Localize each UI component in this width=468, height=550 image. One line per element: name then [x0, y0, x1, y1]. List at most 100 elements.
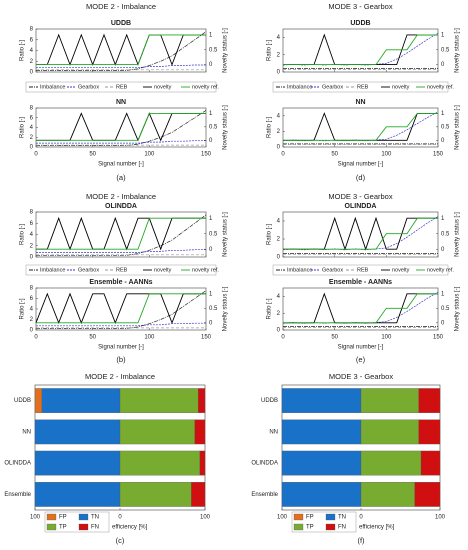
legend-label: TP — [306, 525, 314, 531]
x-tick-label: 100 — [381, 335, 392, 341]
panel-title: MODE 2 - Imbalance — [86, 2, 156, 11]
y-tick-label: 4 — [277, 35, 281, 41]
legend-label: FN — [91, 525, 99, 531]
y2-axis-label: Novelty status [-] — [223, 28, 229, 73]
x-axis-label: Signal number [-] — [338, 162, 384, 168]
series-line — [283, 34, 438, 66]
y2-tick-label: 0.5 — [209, 124, 218, 130]
legend-box — [25, 81, 217, 93]
panel-title: MODE 3 - Gearbox — [328, 192, 392, 201]
bar-segment — [418, 388, 441, 413]
legend-label: REB — [357, 267, 369, 273]
y-tick-label: 2 — [30, 135, 34, 141]
y2-tick-label: 1 — [209, 33, 213, 39]
panel-caption: (d) — [356, 173, 366, 182]
x-tick-label: 50 — [331, 152, 338, 158]
y2-tick-label: 0 — [441, 62, 445, 68]
chart-caption: (f) — [357, 536, 365, 545]
y-tick-label: 2 — [277, 52, 281, 58]
y-axis-label: Ratio [-] — [267, 117, 273, 138]
x-tick-label: 100 — [435, 515, 446, 521]
y2-tick-label: 0.5 — [441, 231, 450, 237]
y2-tick-label: 0 — [441, 320, 445, 326]
y2-tick-label: 1 — [441, 291, 445, 297]
bar-segment — [34, 388, 42, 413]
legend-box — [291, 511, 357, 533]
y-tick-label: 4 — [30, 232, 34, 238]
category-label: UDDB — [261, 398, 278, 404]
y-tick-label: 4 — [30, 125, 34, 131]
legend-swatch — [293, 513, 304, 521]
legend-label: TN — [338, 515, 346, 521]
x-tick-label: 50 — [89, 152, 96, 158]
x-tick-label: 0 — [281, 152, 285, 158]
y-tick-label: 8 — [30, 286, 34, 292]
y-tick-label: 0 — [30, 70, 34, 76]
legend-box — [25, 264, 217, 276]
legend-label: TN — [91, 515, 99, 521]
y2-tick-label: 0 — [209, 62, 213, 68]
x-tick-label: 0 — [118, 515, 122, 521]
y-tick-label: 2 — [30, 243, 34, 249]
subplot-title: NN — [116, 99, 126, 106]
y-tick-label: 4 — [277, 113, 281, 119]
x-tick-label: 100 — [144, 335, 155, 341]
subplot-title: Ensemble - AANNs — [329, 279, 392, 286]
y2-tick-label: 0.5 — [441, 124, 450, 130]
bar-segment — [199, 450, 206, 476]
series-line — [36, 64, 206, 69]
x-tick-label: 100 — [200, 515, 211, 521]
bar-segment — [420, 450, 441, 476]
y-tick-label: 2 — [277, 237, 281, 243]
x-tick-label: 0 — [281, 335, 285, 341]
series-line — [36, 322, 206, 327]
series-line — [36, 31, 207, 71]
legend-label: Gearbox — [78, 84, 99, 90]
panel-title: MODE 3 - Gearbox — [328, 2, 392, 11]
subplot-title: Ensemble - AANNs — [89, 279, 152, 286]
bar-segment — [360, 482, 415, 507]
legend-box — [272, 264, 449, 276]
legend-label: REB — [116, 84, 128, 90]
bar-segment — [281, 388, 362, 413]
category-label: Ensemble — [251, 492, 278, 498]
subplot-title: OLINDDA — [345, 203, 377, 210]
series-line — [36, 34, 206, 66]
legend-label: Imbalance — [40, 267, 65, 273]
y-tick-label: 8 — [30, 210, 34, 216]
legend-label: novelty — [392, 267, 410, 273]
bar-segment — [281, 482, 362, 507]
y2-axis-label: Novelty status [-] — [223, 286, 229, 331]
series-line — [36, 110, 207, 146]
category-label: OLINDDA — [251, 461, 278, 467]
chart-title: MODE 3 - Gearbox — [329, 372, 393, 381]
bar-segment — [281, 419, 362, 445]
x-axis-label: Signal number [-] — [98, 162, 144, 168]
series-line — [283, 112, 438, 141]
x-tick-label: 100 — [30, 515, 41, 521]
legend-swatch — [46, 523, 57, 531]
bar-segment — [34, 419, 121, 445]
y2-axis-label: Novelty status [-] — [455, 286, 461, 331]
panel-caption: (a) — [116, 173, 126, 182]
bar-segment — [360, 388, 419, 413]
legend-label: novelty ref. — [192, 267, 219, 273]
y-tick-label: 4 — [277, 294, 281, 300]
bar-segment — [191, 482, 206, 507]
series-line — [36, 249, 206, 253]
bar-segment — [198, 388, 206, 413]
legend-label: novelty ref. — [192, 84, 219, 90]
x-tick-label: 150 — [201, 335, 212, 341]
y2-tick-label: 1 — [441, 111, 445, 117]
y2-tick-label: 0 — [209, 247, 213, 253]
y-tick-label: 0 — [30, 255, 34, 261]
legend-label: FN — [338, 525, 346, 531]
y2-tick-label: 0.5 — [209, 47, 218, 53]
series-line — [35, 292, 206, 325]
subplot-title: OLINDDA — [105, 203, 137, 210]
x-axis-label: efficiency [%] — [359, 525, 395, 531]
bar-segment — [194, 419, 206, 445]
series-line — [36, 140, 206, 144]
panel-title: MODE 2 - Imbalance — [86, 192, 156, 201]
